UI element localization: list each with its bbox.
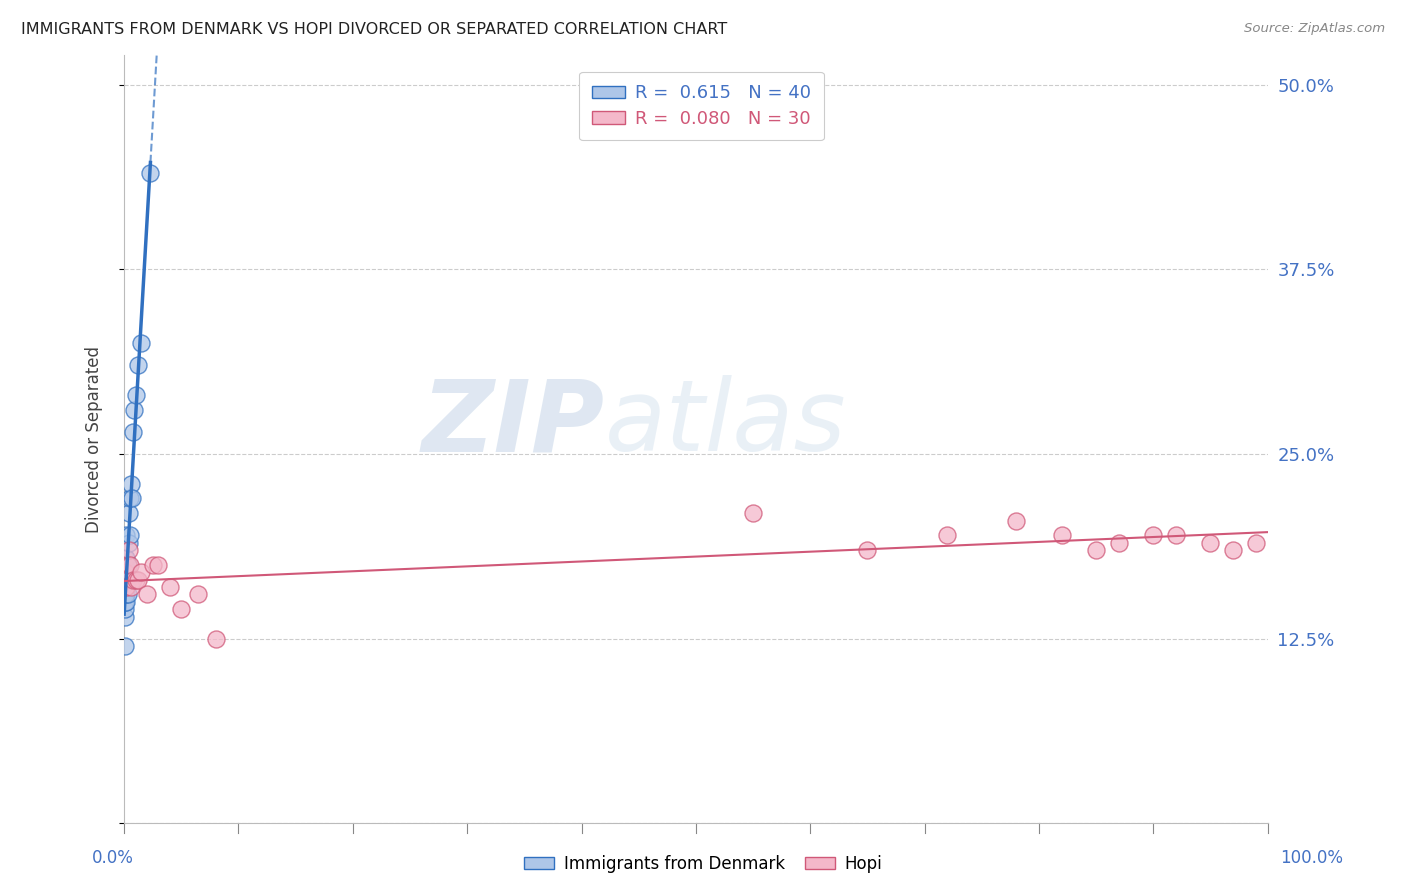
Point (142, 558, 165, 572)
Point (187, 587, 209, 601)
Point (127, 359, 149, 373)
Point (114, 573, 136, 587)
Point (114, 587, 136, 601)
Point (856, 543, 879, 558)
Point (129, 336, 152, 351)
Point (114, 587, 136, 601)
Point (1085, 543, 1108, 558)
Point (114, 639, 136, 653)
Point (118, 543, 141, 558)
Point (114, 602, 136, 616)
Point (118, 558, 141, 572)
Text: Source: ZipAtlas.com: Source: ZipAtlas.com (1244, 22, 1385, 36)
Point (122, 573, 145, 587)
Point (115, 528, 138, 542)
Point (117, 573, 139, 587)
Point (114, 609, 136, 624)
Point (114, 587, 136, 601)
Text: 100.0%: 100.0% (1279, 849, 1343, 867)
Point (114, 587, 136, 601)
Point (114, 558, 136, 572)
Legend: Immigrants from Denmark, Hopi: Immigrants from Denmark, Hopi (517, 848, 889, 880)
Point (118, 528, 141, 542)
Point (159, 580, 181, 594)
Point (1108, 535, 1130, 549)
Point (1050, 528, 1073, 542)
Point (127, 573, 149, 587)
Point (170, 602, 193, 616)
Point (742, 506, 765, 520)
Point (114, 587, 136, 601)
Point (114, 595, 136, 609)
Point (120, 476, 142, 491)
Point (114, 566, 136, 580)
Point (118, 506, 141, 520)
Point (117, 558, 139, 572)
Point (1222, 543, 1244, 558)
Point (118, 491, 141, 506)
Point (118, 535, 141, 549)
Point (139, 166, 162, 180)
Point (204, 632, 226, 646)
Point (114, 580, 136, 594)
Point (121, 491, 143, 506)
Point (114, 566, 136, 580)
Point (114, 587, 136, 601)
Point (115, 587, 138, 601)
Point (1166, 528, 1188, 542)
Point (115, 550, 138, 565)
Point (122, 425, 145, 439)
Point (1142, 528, 1164, 542)
Point (117, 558, 139, 572)
Point (1244, 535, 1267, 549)
Text: ZIP: ZIP (422, 376, 605, 473)
Point (120, 580, 142, 594)
Point (148, 558, 170, 572)
Point (1199, 535, 1222, 549)
Point (114, 587, 136, 601)
Text: IMMIGRANTS FROM DENMARK VS HOPI DIVORCED OR SEPARATED CORRELATION CHART: IMMIGRANTS FROM DENMARK VS HOPI DIVORCED… (21, 22, 727, 37)
Point (136, 587, 159, 601)
Point (115, 595, 138, 609)
Point (114, 573, 136, 587)
Text: 0.0%: 0.0% (91, 849, 134, 867)
Point (114, 587, 136, 601)
Point (129, 566, 152, 580)
Point (115, 580, 138, 594)
Point (124, 402, 146, 417)
Point (114, 587, 136, 601)
Point (936, 528, 959, 542)
Point (114, 587, 136, 601)
Point (117, 587, 139, 601)
Point (114, 587, 136, 601)
Text: atlas: atlas (605, 376, 846, 473)
Point (1005, 514, 1028, 528)
Point (115, 580, 138, 594)
Point (124, 388, 146, 402)
Point (124, 573, 146, 587)
Legend: R =  0.615   N = 40, R =  0.080   N = 30: R = 0.615 N = 40, R = 0.080 N = 30 (579, 72, 824, 140)
Y-axis label: Divorced or Separated: Divorced or Separated (86, 346, 103, 533)
Point (114, 550, 136, 565)
